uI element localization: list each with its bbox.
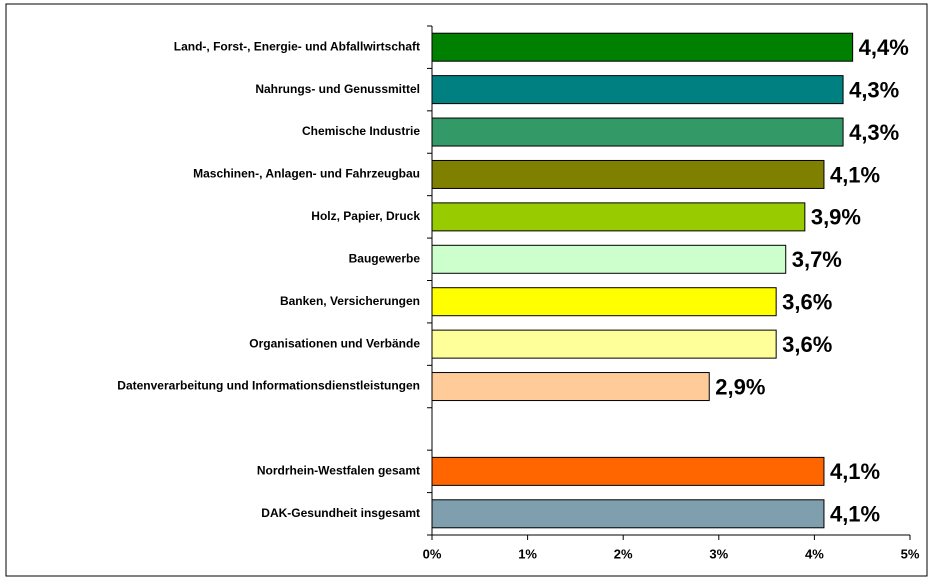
value-label: 4,4% bbox=[859, 35, 909, 60]
value-label: 3,9% bbox=[811, 205, 861, 230]
bar bbox=[431, 287, 777, 317]
value-label: 3,6% bbox=[782, 332, 832, 357]
x-tick-label: 5% bbox=[901, 546, 920, 561]
y-tick-label: DAK-Gesundheit insgesamt bbox=[261, 506, 420, 520]
value-label: 3,6% bbox=[782, 290, 832, 315]
bar bbox=[431, 372, 710, 402]
y-tick-label: Baugewerbe bbox=[349, 251, 421, 265]
bar bbox=[431, 159, 825, 189]
x-tick-label: 1% bbox=[518, 546, 537, 561]
bar bbox=[431, 244, 787, 274]
value-label: 4,1% bbox=[830, 162, 880, 187]
x-tick-label: 4% bbox=[805, 546, 824, 561]
value-label: 4,3% bbox=[849, 120, 899, 145]
value-label: 3,7% bbox=[792, 247, 842, 272]
bar bbox=[431, 456, 825, 486]
y-tick-label: Chemische Industrie bbox=[302, 124, 420, 138]
y-tick-label: Nordrhein-Westfalen gesamt bbox=[257, 464, 420, 478]
x-tick-label: 0% bbox=[423, 546, 442, 561]
y-tick-label: Organisationen und Verbände bbox=[249, 336, 420, 350]
value-label: 4,3% bbox=[849, 77, 899, 102]
y-tick-label: Nahrungs- und Genussmittel bbox=[255, 82, 420, 96]
bar bbox=[431, 499, 825, 529]
y-tick-label: Maschinen-, Anlagen- und Fahrzeugbau bbox=[193, 167, 420, 181]
bar bbox=[431, 75, 844, 105]
bar bbox=[431, 202, 806, 232]
bar bbox=[431, 329, 777, 359]
value-label: 2,9% bbox=[715, 374, 765, 399]
value-label: 4,1% bbox=[830, 502, 880, 527]
y-tick-label: Holz, Papier, Druck bbox=[311, 209, 420, 223]
bar bbox=[431, 32, 854, 62]
x-tick-label: 3% bbox=[709, 546, 728, 561]
y-tick-label: Banken, Versicherungen bbox=[280, 294, 420, 308]
y-tick-label: Land-, Forst-, Energie- und Abfallwirtsc… bbox=[174, 39, 420, 53]
bar bbox=[431, 117, 844, 147]
x-tick-label: 2% bbox=[614, 546, 633, 561]
value-label: 4,1% bbox=[830, 459, 880, 484]
y-tick-label: Datenverarbeitung und Informationsdienst… bbox=[117, 379, 420, 393]
